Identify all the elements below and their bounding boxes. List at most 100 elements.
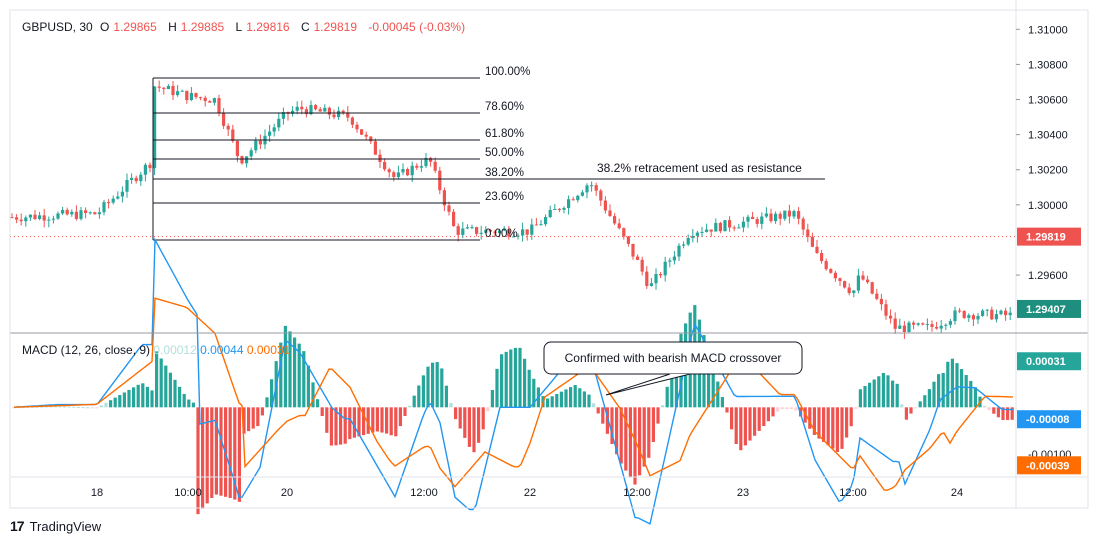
candle-body — [111, 198, 115, 203]
time-label: 18 — [91, 487, 103, 499]
macd-histogram-bar — [408, 405, 412, 408]
macd-histogram-bar — [674, 350, 678, 408]
candle-body — [208, 101, 212, 103]
candle-body — [833, 272, 837, 279]
callout-pointer — [605, 373, 691, 396]
macd-histogram-bar — [182, 393, 186, 408]
candle — [254, 137, 258, 154]
macd-histogram-bar — [573, 385, 577, 408]
candle-body — [659, 274, 663, 276]
candle-body — [617, 223, 621, 229]
candle-body — [240, 156, 244, 164]
candle — [65, 207, 69, 216]
candle — [166, 84, 170, 90]
candle-body — [709, 229, 713, 232]
tradingview-logo[interactable]: 17 TradingView — [10, 518, 101, 534]
candle — [222, 108, 226, 130]
candle-body — [792, 211, 796, 217]
candle — [737, 223, 741, 229]
fib-level: 0.00% — [153, 228, 518, 241]
candle-body — [143, 164, 147, 175]
candle-body — [84, 210, 88, 214]
candle — [645, 266, 649, 289]
candle — [406, 167, 410, 177]
candle — [475, 226, 479, 237]
candle — [548, 205, 552, 219]
candle-body — [79, 210, 83, 219]
macd-histogram-bar — [771, 407, 775, 417]
candle-body — [875, 293, 879, 299]
candle — [695, 230, 699, 243]
price-tick: 1.29600 — [1016, 270, 1068, 282]
candle — [976, 313, 980, 325]
macd-histogram-bar — [67, 406, 71, 408]
candle-body — [824, 261, 828, 270]
fib-label: 100.00% — [485, 66, 530, 78]
candle-body — [406, 168, 410, 176]
macd-histogram-bar — [242, 407, 246, 434]
candle-body — [608, 210, 612, 217]
macd-histogram-bar — [132, 387, 136, 408]
candle — [332, 109, 336, 120]
candle — [139, 171, 143, 186]
high-value: H 1.29885 — [168, 20, 225, 34]
candle-body — [281, 112, 285, 119]
candle — [732, 225, 736, 232]
candle — [705, 223, 709, 233]
candle-body — [461, 228, 465, 235]
candle — [148, 162, 152, 173]
candle-body — [254, 140, 258, 151]
macd-histogram-bar — [12, 407, 16, 409]
candle — [971, 313, 975, 327]
candle — [603, 196, 607, 214]
fib-level: 78.60% — [153, 101, 524, 114]
candle — [866, 275, 870, 284]
macd-histogram-bar — [394, 407, 398, 437]
candle-body — [47, 219, 51, 221]
candle-body — [879, 298, 883, 305]
macd-histogram-bar — [605, 407, 609, 434]
macd-histogram-bar — [550, 396, 554, 408]
macd-histogram-bar — [90, 407, 94, 409]
candle-body — [783, 210, 787, 219]
candle — [360, 129, 364, 136]
fib-label: 0.00% — [485, 228, 518, 240]
macd-label[interactable]: MACD (12, 26, close, 9) — [22, 343, 151, 357]
candle-body — [557, 208, 561, 210]
candle — [585, 183, 589, 199]
macd-panel: Confirmed with bearish MACD crossover — [12, 237, 1014, 525]
candle-body — [148, 164, 152, 169]
candle-body — [350, 117, 354, 125]
candle — [291, 106, 295, 117]
candle-body — [116, 196, 120, 199]
macd-badge-text: -0.00008 — [1026, 414, 1069, 426]
candle-body — [502, 229, 506, 231]
candle-body — [636, 256, 640, 260]
fibonacci-retracement[interactable]: 100.00% 78.60% 61.80% 50.00% 38.20% 23.60% 0.0… — [152, 66, 825, 241]
candle-body — [1008, 312, 1012, 316]
macd-histogram-bar — [918, 401, 922, 408]
candle — [525, 229, 529, 241]
candle — [97, 207, 101, 219]
candle-body — [861, 275, 865, 280]
candle-body — [898, 325, 902, 329]
candle-body — [65, 209, 69, 215]
candle — [930, 320, 934, 332]
candle-body — [691, 235, 695, 239]
candle-body — [355, 124, 359, 130]
macd-histogram-bar — [306, 365, 310, 408]
macd-histogram-bar — [145, 386, 149, 408]
candle-body — [318, 109, 322, 112]
macd-histogram-bar — [380, 407, 384, 433]
macd-histogram-bar — [950, 358, 954, 408]
candle-body — [51, 218, 55, 220]
candle — [272, 123, 276, 137]
fib-label: 50.00% — [485, 147, 524, 159]
candle — [419, 159, 423, 173]
macd-histogram-bar — [973, 387, 977, 408]
candle — [429, 156, 433, 167]
macd-histogram-bar — [343, 407, 347, 444]
candle — [893, 312, 897, 334]
symbol-label[interactable]: GBPUSD, 30 — [22, 20, 93, 34]
